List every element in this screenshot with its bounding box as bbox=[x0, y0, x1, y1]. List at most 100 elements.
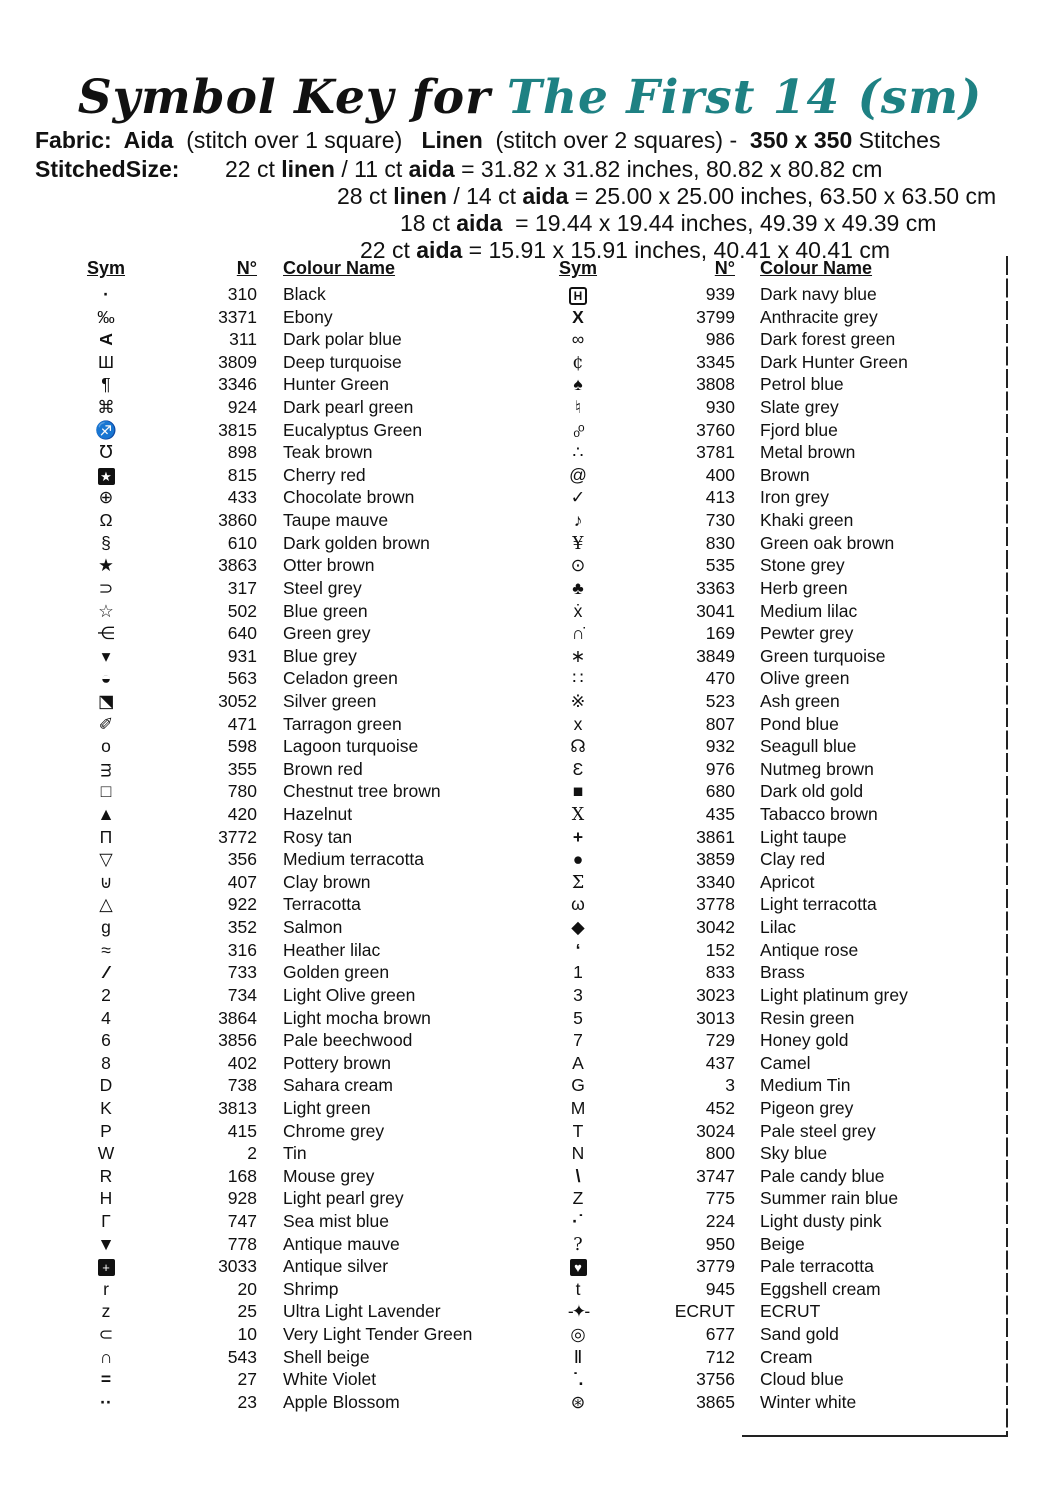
thread-number: 3859 bbox=[696, 849, 735, 870]
colour-name: Light mocha brown bbox=[283, 1007, 431, 1028]
symbol-glyph: ‘ bbox=[575, 939, 581, 960]
symbol-glyph: ∞ bbox=[571, 329, 585, 350]
colour-name: Black bbox=[283, 284, 326, 304]
colour-name: Chrome grey bbox=[283, 1120, 385, 1141]
thread-number: 152 bbox=[705, 939, 735, 960]
colour-name: Antique silver bbox=[283, 1256, 389, 1277]
symbol-glyph: t bbox=[575, 1278, 581, 1299]
symbol-cell: H bbox=[540, 283, 616, 306]
table-row: K 3813 Light green bbox=[60, 1097, 515, 1120]
thread-number: 800 bbox=[705, 1143, 735, 1164]
colour-name: Apple Blossom bbox=[283, 1391, 400, 1412]
symbol-cell: ♮ bbox=[540, 396, 616, 419]
table-row: = 27 White Violet bbox=[60, 1368, 515, 1391]
table-header-left: Sym N° Colour Name bbox=[60, 258, 515, 282]
symbol-glyph: + bbox=[97, 1259, 115, 1277]
thread-number: 224 bbox=[705, 1210, 735, 1231]
symbol-glyph: ▲ bbox=[97, 804, 115, 825]
text-segment: = 15.91 x 15.91 inches, 40.41 x 40.41 cm bbox=[462, 237, 890, 263]
symbol-cell: ⌘ bbox=[60, 396, 152, 419]
text-segment: linen bbox=[393, 183, 447, 209]
page-title: Symbol Key for The First 14 (sm) bbox=[0, 70, 1060, 125]
colour-name: Clay brown bbox=[283, 871, 371, 892]
table-row: Ɛ 976 Nutmeg brown bbox=[540, 758, 1007, 781]
text-segment: / 14 ct bbox=[446, 183, 523, 209]
symbol-cell: x bbox=[540, 713, 616, 736]
table-row: Ω 3860 Taupe mauve bbox=[60, 509, 515, 532]
symbol-cell: ℧ bbox=[60, 441, 152, 464]
table-row: ∴ 3781 Metal brown bbox=[540, 441, 1007, 464]
symbol-cell: 3 bbox=[540, 984, 616, 1007]
table-row: G 3 Medium Tin bbox=[540, 1074, 1007, 1097]
symbol-cell: ? bbox=[540, 1233, 616, 1256]
table-header-right: Sym N° Colour Name bbox=[540, 258, 1007, 282]
thread-number: 3024 bbox=[696, 1120, 735, 1141]
symbol-cell: ▽ bbox=[60, 848, 152, 871]
symbol-glyph: Ⅱ bbox=[573, 1346, 583, 1367]
symbol-glyph: ✓ bbox=[570, 487, 586, 508]
table-row: ⊕ 433 Chocolate brown bbox=[60, 486, 515, 509]
symbol-cell: ★ bbox=[60, 464, 152, 487]
colour-name: Lagoon turquoise bbox=[283, 736, 419, 757]
table-row: ⋲ 640 Green grey bbox=[60, 622, 515, 645]
symbol-cell: 6 bbox=[60, 1029, 152, 1052]
table-row: ◩ 3052 Silver green bbox=[60, 690, 515, 713]
thread-number: 3808 bbox=[696, 374, 735, 395]
symbol-cell: ∗ bbox=[540, 645, 616, 668]
table-row: ᴟ 355 Brown red bbox=[60, 758, 515, 781]
table-row: X 3799 Anthracite grey bbox=[540, 306, 1007, 329]
thread-number: 3345 bbox=[696, 351, 735, 372]
symbol-glyph: 3 bbox=[573, 984, 583, 1005]
symbol-table-right: H 939 Dark navy blue X 3799 Anthracite grey ∞ 9… bbox=[540, 283, 1007, 1413]
thread-number: 471 bbox=[227, 713, 257, 734]
table-row: ※ 523 Ash green bbox=[540, 690, 1007, 713]
thread-number: 680 bbox=[705, 781, 735, 802]
symbol-cell: ▼ bbox=[60, 1233, 152, 1256]
symbol-cell: D bbox=[60, 1074, 152, 1097]
table-row: -✦- ECRUT ECRUT bbox=[540, 1300, 1007, 1323]
thread-number: ECRUT bbox=[674, 1301, 735, 1322]
table-row: ∞ 986 Dark forest green bbox=[540, 328, 1007, 351]
symbol-cell: P bbox=[60, 1120, 152, 1143]
symbol-cell: ■ bbox=[540, 780, 616, 803]
thread-number: 3023 bbox=[696, 984, 735, 1005]
colour-name: Lilac bbox=[760, 917, 796, 938]
table-row: ⊃ 317 Steel grey bbox=[60, 577, 515, 600]
table-row: ẋ 3041 Medium lilac bbox=[540, 600, 1007, 623]
thread-number: 928 bbox=[227, 1188, 257, 1209]
table-row: ? 950 Beige bbox=[540, 1233, 1007, 1256]
thread-number: 168 bbox=[227, 1165, 257, 1186]
table-row: ▾ 931 Blue grey bbox=[60, 645, 515, 668]
thread-number: 437 bbox=[705, 1052, 735, 1073]
symbol-glyph: + bbox=[572, 826, 584, 847]
symbol-cell: + bbox=[60, 1255, 152, 1278]
symbol-glyph: R bbox=[99, 1165, 113, 1186]
table-row: T 3024 Pale steel grey bbox=[540, 1120, 1007, 1143]
symbol-cell: 2 bbox=[60, 984, 152, 1007]
thread-number: 317 bbox=[227, 577, 257, 598]
colour-name: Green turquoise bbox=[760, 645, 886, 666]
table-row: ∷ 470 Olive green bbox=[540, 667, 1007, 690]
symbol-cell: ω bbox=[540, 893, 616, 916]
symbol-glyph: -✦- bbox=[567, 1301, 590, 1322]
thread-number: 3865 bbox=[696, 1391, 735, 1412]
colour-name: Honey gold bbox=[760, 1030, 849, 1051]
symbol-glyph: ⊕ bbox=[98, 487, 114, 508]
symbol-cell: -✦- bbox=[540, 1300, 616, 1323]
thread-number: 677 bbox=[705, 1324, 735, 1345]
thread-number: 780 bbox=[227, 781, 257, 802]
symbol-cell: ˙. bbox=[540, 1368, 616, 1391]
symbol-glyph: 7 bbox=[573, 1030, 583, 1051]
symbol-cell: ∕∕ bbox=[60, 961, 152, 984]
symbol-glyph: @ bbox=[569, 464, 587, 485]
symbol-cell: A bbox=[60, 328, 152, 351]
symbol-cell: Σ bbox=[540, 871, 616, 894]
thread-number: 3861 bbox=[696, 826, 735, 847]
symbol-glyph: ·˙ bbox=[572, 1210, 584, 1231]
thread-number: 778 bbox=[227, 1233, 257, 1254]
symbol-glyph: 4 bbox=[101, 1007, 111, 1028]
thread-number: 2 bbox=[247, 1143, 257, 1164]
table-row: 6 3856 Pale beechwood bbox=[60, 1029, 515, 1052]
thread-number: 939 bbox=[705, 284, 735, 304]
